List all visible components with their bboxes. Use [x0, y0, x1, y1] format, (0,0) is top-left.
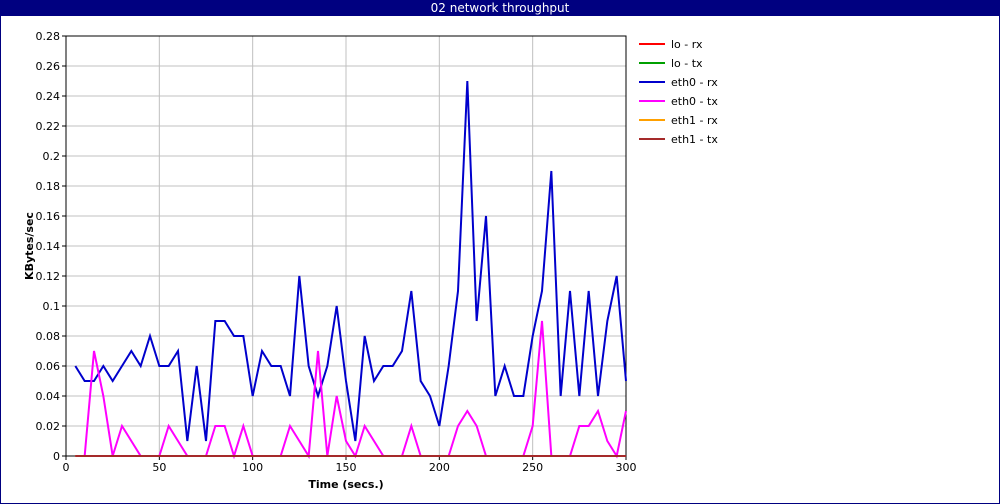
x-axis-title: Time (secs.)	[308, 478, 383, 491]
legend-item: eth1 - tx	[639, 133, 718, 146]
legend-item: eth0 - rx	[639, 76, 718, 89]
x-tick-label: 300	[616, 461, 637, 474]
y-tick-label: 0.28	[36, 30, 61, 43]
legend-label: eth1 - rx	[671, 114, 718, 127]
series-lines	[74, 80, 627, 460]
y-tick-label: 0.18	[36, 180, 61, 193]
y-tick-label: 0	[53, 450, 60, 463]
y-tick-label: 0.14	[36, 240, 61, 253]
y-tick-label: 0.24	[36, 90, 61, 103]
legend-label: eth0 - tx	[671, 95, 718, 108]
legend-item: lo - rx	[639, 38, 703, 51]
legend-item: lo - tx	[639, 57, 703, 70]
legend-label: eth1 - tx	[671, 133, 718, 146]
y-tick-label: 0.06	[36, 360, 61, 373]
x-tick-label: 150	[336, 461, 357, 474]
y-tick-label: 0.22	[36, 120, 61, 133]
y-tick-label: 0.02	[36, 420, 61, 433]
x-tick-label: 100	[242, 461, 263, 474]
y-tick-label: 0.12	[36, 270, 61, 283]
y-tick-label: 0.2	[43, 150, 61, 163]
y-axis-title: KBytes/sec	[23, 212, 36, 280]
series-line-eth0-tx	[75, 320, 627, 460]
legend-label: eth0 - rx	[671, 76, 718, 89]
x-tick-label: 50	[152, 461, 166, 474]
y-tick-label: 0.26	[36, 60, 61, 73]
legend-label: lo - tx	[671, 57, 703, 70]
grid	[65, 35, 627, 457]
series-line-eth0-rx	[74, 80, 627, 442]
y-tick-label: 0.08	[36, 330, 61, 343]
axis-ticks: 0 50 100 150 200 250 300 0 0.02 0.04 0.06 0.08 0.1 0.…	[36, 30, 637, 474]
legend: lo - rx lo - tx eth0 - rx eth0 - tx eth1 - r…	[639, 38, 718, 146]
y-tick-label: 0.04	[36, 390, 61, 403]
legend-label: lo - rx	[671, 38, 703, 51]
x-tick-label: 200	[429, 461, 450, 474]
x-tick-label: 250	[522, 461, 543, 474]
line-chart: 0 50 100 150 200 250 300 0 0.02 0.04 0.06 0.08 0.1 0.…	[23, 30, 718, 491]
y-tick-label: 0.1	[43, 300, 61, 313]
y-tick-label: 0.16	[36, 210, 61, 223]
legend-item: eth0 - tx	[639, 95, 718, 108]
legend-item: eth1 - rx	[639, 114, 718, 127]
chart-title: 02 network throughput	[1, 1, 999, 16]
x-tick-label: 0	[63, 461, 70, 474]
